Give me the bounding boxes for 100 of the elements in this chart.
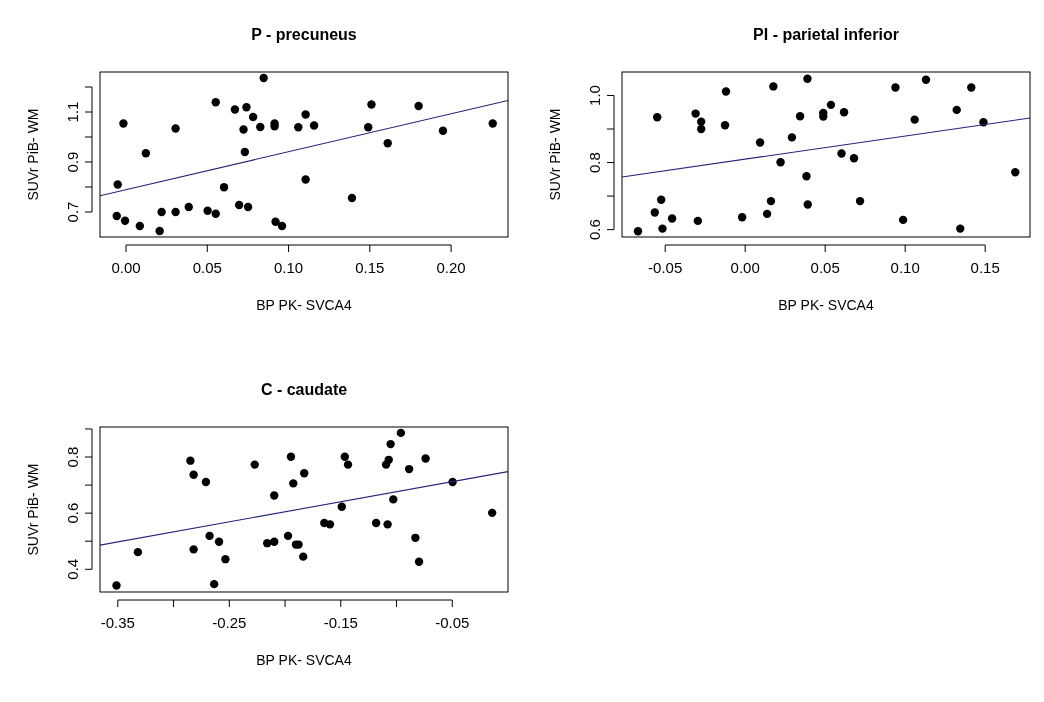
point	[803, 200, 812, 209]
point	[802, 172, 811, 181]
y-tick-label: 1.1	[64, 101, 81, 123]
point	[769, 82, 778, 91]
x-tick-label: 0.20	[436, 259, 466, 276]
point	[720, 121, 730, 130]
point	[119, 119, 128, 128]
point	[386, 439, 395, 449]
point	[633, 227, 643, 236]
point	[243, 202, 253, 212]
point	[189, 470, 198, 479]
point	[343, 460, 353, 469]
point	[286, 452, 296, 461]
point	[414, 557, 424, 566]
x-tick-label: 0.15	[970, 259, 1000, 276]
point	[891, 83, 900, 92]
point	[301, 175, 310, 184]
point	[762, 209, 772, 219]
point	[693, 216, 703, 226]
point	[186, 456, 195, 465]
x-tick-label: 0.05	[192, 259, 222, 276]
point	[337, 502, 346, 511]
point	[135, 221, 145, 231]
point	[155, 226, 164, 236]
point	[658, 224, 667, 233]
x-tick-label: -0.25	[212, 614, 247, 631]
point	[277, 221, 287, 231]
x-tick-label: -0.05	[435, 614, 470, 631]
x-tick-label: 0.10	[273, 259, 304, 276]
x-tick-label: 0.05	[810, 259, 840, 276]
point	[755, 138, 765, 147]
point	[271, 217, 280, 226]
point	[300, 469, 309, 478]
point	[133, 547, 143, 557]
point	[201, 477, 211, 487]
y-axis-title: SUVr PiB- WM	[25, 108, 41, 201]
point	[240, 147, 250, 157]
point	[650, 208, 659, 217]
point	[384, 455, 393, 465]
point	[826, 100, 836, 110]
point	[347, 193, 357, 203]
point	[219, 183, 229, 192]
point	[488, 119, 497, 128]
point	[1011, 168, 1020, 177]
chart-title: C - caudate	[260, 381, 348, 398]
point	[203, 206, 212, 215]
point	[364, 123, 373, 132]
point	[234, 200, 244, 210]
y-tick-label: 0.9	[64, 151, 81, 173]
point	[952, 105, 961, 115]
point	[803, 74, 812, 83]
point	[383, 520, 392, 529]
point	[189, 545, 198, 554]
point	[256, 122, 265, 132]
chart-title: PI - parietal inferior	[753, 26, 899, 43]
point	[898, 215, 908, 225]
point	[383, 139, 392, 148]
x-tick-label: 0.00	[111, 259, 141, 276]
point	[421, 454, 430, 463]
point	[389, 495, 398, 504]
point	[967, 83, 976, 92]
point	[657, 195, 666, 204]
point	[299, 552, 308, 561]
point	[910, 115, 919, 124]
point	[309, 121, 319, 130]
point	[795, 112, 805, 121]
point	[141, 149, 151, 158]
point	[270, 491, 279, 500]
point	[211, 98, 220, 107]
chart-title: P - precuneus	[251, 26, 357, 43]
x-axis-title: BP PK- SVCA4	[256, 297, 352, 313]
point	[837, 149, 846, 158]
point	[396, 428, 406, 438]
point	[171, 124, 180, 133]
point	[157, 207, 166, 217]
y-tick-label: 0.6	[64, 502, 81, 524]
point	[113, 180, 122, 189]
point	[184, 202, 193, 212]
point	[404, 464, 414, 474]
point	[667, 214, 677, 223]
point	[340, 452, 349, 461]
x-axis-title: BP PK- SVCA4	[256, 652, 352, 668]
x-tick-label: 0.15	[355, 259, 385, 276]
point	[289, 479, 298, 488]
y-tick-label: 0.7	[64, 201, 81, 223]
point	[921, 75, 931, 84]
point	[171, 207, 180, 217]
x-tick-label: -0.05	[648, 259, 683, 276]
point	[697, 117, 706, 126]
point	[766, 196, 776, 206]
y-axis-title: SUVr PiB- WM	[25, 463, 41, 556]
point	[367, 100, 376, 109]
point	[259, 73, 268, 83]
x-axis-title: BP PK- SVCA4	[778, 297, 874, 313]
y-tick-label: 0.4	[64, 558, 81, 580]
point	[205, 531, 214, 541]
point	[721, 87, 731, 96]
y-axis-title: SUVr PiB- WM	[547, 108, 563, 201]
x-tick-label: 0.10	[890, 259, 920, 276]
point	[787, 133, 797, 142]
